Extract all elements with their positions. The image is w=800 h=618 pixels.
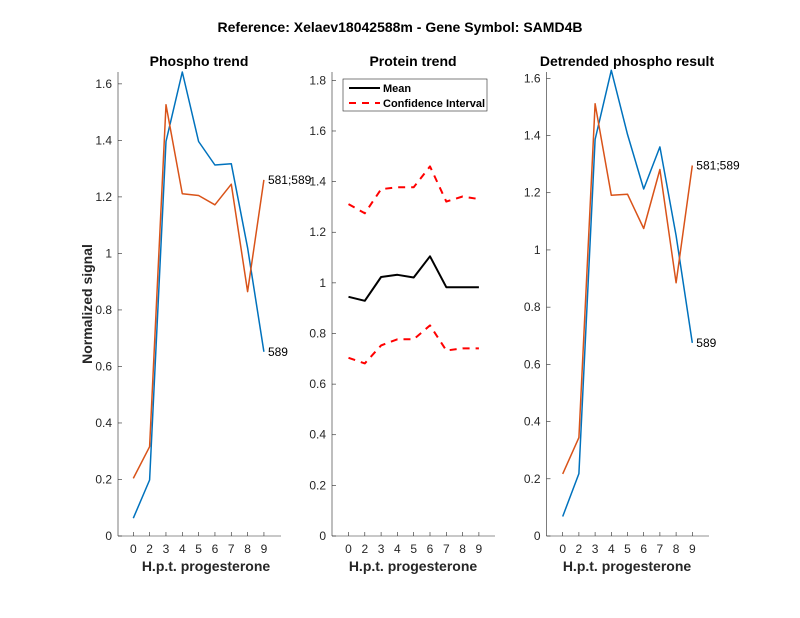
y-tick-label: 0.2 <box>524 472 541 486</box>
x-tick-label: 3 <box>163 542 170 556</box>
y-tick-label: 1.4 <box>309 175 326 189</box>
y-tick-label: 0.8 <box>524 300 541 314</box>
y-tick-label: 0.2 <box>95 472 112 486</box>
figure-title: Reference: Xelaev18042588m - Gene Symbol… <box>218 19 583 35</box>
x-tick-label: 7 <box>443 542 450 556</box>
y-tick-label: 0.2 <box>309 478 326 492</box>
panel-title: Protein trend <box>369 53 456 69</box>
x-tick-label: 7 <box>657 542 664 556</box>
series-line-589 <box>132 71 265 519</box>
y-tick-label: 1 <box>105 246 112 260</box>
x-tick-label: 2 <box>146 542 153 556</box>
x-tick-label: 2 <box>361 542 368 556</box>
x-axis-label: H.p.t. progesterone <box>349 558 478 574</box>
x-tick-label: 2 <box>576 542 583 556</box>
panel-protein-trend: Protein trend H.p.t. progesterone 0 0.2 0.… <box>309 53 495 574</box>
series-end-label: 581;589 <box>268 173 312 187</box>
y-tick-label: 1.2 <box>95 190 112 204</box>
y-tick-label: 0.6 <box>309 377 326 391</box>
panel-title: Detrended phospho result <box>540 53 715 69</box>
y-tick-label: 1.2 <box>524 186 541 200</box>
series-line-mean <box>348 255 479 302</box>
axes: 00.20.40.60.811.21.41.60 2 3 4 5 6 7 8 9 <box>95 72 281 556</box>
x-tick-label: 7 <box>228 542 235 556</box>
x-tick-label: 6 <box>427 542 434 556</box>
axes: 00.20.40.60.811.21.41.61.80 2 3 4 5 6 7 8 9 <box>309 72 495 556</box>
series-line-confidence-interval <box>348 165 480 215</box>
x-axis-label: H.p.t. progesterone <box>563 558 692 574</box>
x-tick-label: 0 <box>130 542 137 556</box>
legend-label-confidence-interval: Confidence Interval <box>383 98 485 110</box>
panel-detrended-phospho-result: Detrended phospho result H.p.t. progeste… <box>524 53 740 574</box>
x-tick-label: 9 <box>689 542 696 556</box>
x-tick-label: 4 <box>394 542 401 556</box>
series-end-label: 589 <box>268 345 288 359</box>
y-tick-label: 0.8 <box>309 326 326 340</box>
y-tick-label: 0.8 <box>95 303 112 317</box>
x-tick-label: 9 <box>476 542 483 556</box>
y-tick-label: 0 <box>534 529 541 543</box>
y-tick-label: 1 <box>319 276 326 290</box>
series-end-label: 589 <box>696 336 716 350</box>
x-tick-label: 0 <box>345 542 352 556</box>
x-tick-label: 8 <box>459 542 466 556</box>
x-tick-label: 8 <box>673 542 680 556</box>
legend-box <box>342 78 488 112</box>
x-tick-label: 9 <box>261 542 268 556</box>
y-tick-label: 1.2 <box>309 225 326 239</box>
y-tick-label: 1.6 <box>95 77 112 91</box>
x-tick-label: 5 <box>410 542 417 556</box>
y-axis-label: Normalized signal <box>79 244 95 364</box>
y-tick-label: 1.8 <box>309 73 326 87</box>
y-tick-label: 1.4 <box>95 133 112 147</box>
y-tick-label: 0.4 <box>95 416 112 430</box>
y-tick-label: 1 <box>534 243 541 257</box>
y-tick-label: 0.6 <box>524 357 541 371</box>
x-tick-label: 8 <box>244 542 251 556</box>
y-tick-label: 0.4 <box>524 415 541 429</box>
series-end-label: 581;589 <box>696 159 740 173</box>
x-tick-label: 4 <box>179 542 186 556</box>
x-tick-label: 3 <box>592 542 599 556</box>
x-tick-label: 0 <box>559 542 566 556</box>
x-tick-label: 5 <box>624 542 631 556</box>
y-tick-label: 1.4 <box>524 129 541 143</box>
x-tick-label: 5 <box>195 542 202 556</box>
panel-title: Phospho trend <box>150 53 249 69</box>
legend-label-mean: Mean <box>383 83 411 95</box>
axes: 00.20.40.60.811.21.41.60 2 3 4 5 6 7 8 9 <box>524 71 709 556</box>
x-axis-label: H.p.t. progesterone <box>142 558 271 574</box>
series-line-581-589 <box>562 103 694 475</box>
y-tick-label: 0.4 <box>309 428 326 442</box>
x-tick-label: 3 <box>378 542 385 556</box>
legend: Mean Confidence Interval <box>342 78 488 112</box>
y-tick-label: 0.6 <box>95 359 112 373</box>
x-tick-label: 4 <box>608 542 615 556</box>
y-tick-label: 0 <box>105 529 112 543</box>
panel-phospho-trend: Phospho trend H.p.t. progesterone Normal… <box>79 53 312 574</box>
series-line-589 <box>561 69 694 517</box>
y-tick-label: 0 <box>319 529 326 543</box>
series-line-581-589 <box>132 104 265 479</box>
y-tick-label: 1.6 <box>309 124 326 138</box>
x-tick-label: 6 <box>640 542 647 556</box>
y-tick-label: 1.6 <box>524 71 541 85</box>
x-tick-label: 6 <box>212 542 219 556</box>
